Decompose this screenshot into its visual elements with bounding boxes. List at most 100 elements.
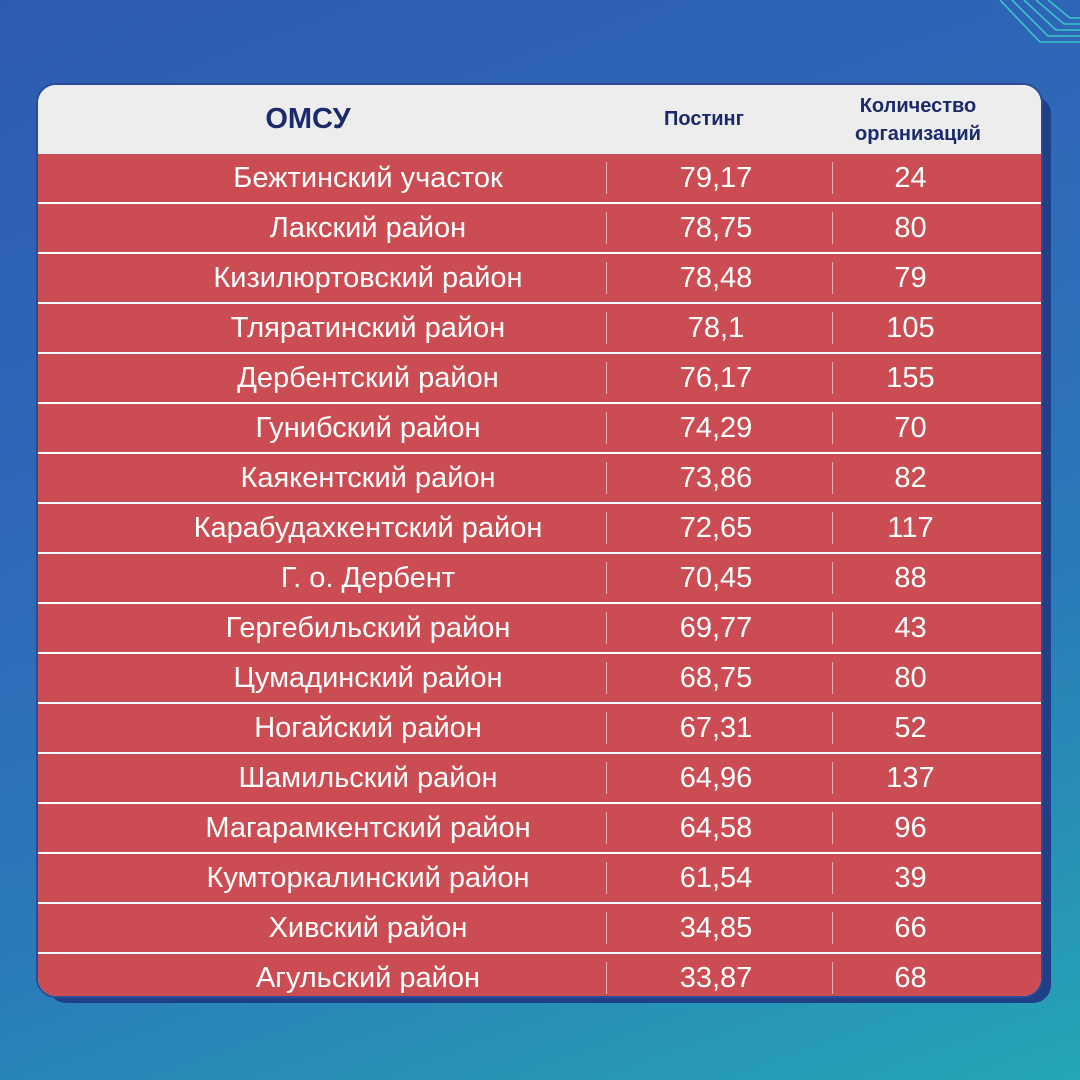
column-divider: [606, 262, 607, 294]
table-row: Тляратинский район 78,1 105: [38, 302, 1041, 352]
column-divider: [832, 412, 833, 444]
cell-omsu-name: Г. о. Дербент: [280, 561, 456, 594]
cell-organization-count: 80: [894, 211, 927, 244]
cell-posting-value: 76,17: [679, 361, 753, 394]
table-row: Бежтинский участок 79,17 24: [38, 154, 1041, 202]
column-divider: [606, 212, 607, 244]
ranking-table: ОМСУ Постинг Количество организаций Бежт…: [38, 85, 1041, 996]
cell-omsu-name: Магарамкентский район: [205, 811, 531, 844]
column-divider: [832, 312, 833, 344]
table-body: Бежтинский участок 79,17 24 Лакский район 78…: [38, 154, 1041, 996]
cell-posting-value: 70,45: [679, 561, 753, 594]
column-divider: [606, 162, 607, 194]
table-row: Лакский район 78,75 80: [38, 202, 1041, 252]
table-row: Ногайский район 67,31 52: [38, 702, 1041, 752]
cell-posting-value: 72,65: [679, 511, 753, 544]
column-divider: [832, 662, 833, 694]
cell-posting-value: 78,48: [679, 261, 753, 294]
cell-omsu-name: Кизилюртовский район: [213, 261, 523, 294]
cell-organization-count: 52: [894, 711, 927, 744]
cell-omsu-name: Цумадинский район: [233, 661, 503, 694]
column-divider: [832, 462, 833, 494]
cell-posting-value: 68,75: [679, 661, 753, 694]
column-divider: [832, 362, 833, 394]
cell-omsu-name: Ногайский район: [254, 711, 482, 744]
cell-organization-count: 68: [894, 961, 927, 994]
table-row: Карабудахкентский район 72,65 117: [38, 502, 1041, 552]
cell-organization-count: 117: [887, 511, 934, 544]
cell-omsu-name: Каякентский район: [240, 461, 496, 494]
column-divider: [832, 262, 833, 294]
table-row: Шамильский район 64,96 137: [38, 752, 1041, 802]
column-divider: [606, 512, 607, 544]
cell-omsu-name: Бежтинский участок: [233, 161, 503, 194]
header-posting: Постинг: [664, 108, 744, 130]
table-row: Г. о. Дербент 70,45 88: [38, 552, 1041, 602]
column-divider: [606, 712, 607, 744]
header-organization-count: Количество организаций: [855, 94, 981, 145]
cell-posting-value: 74,29: [679, 411, 753, 444]
cell-omsu-name: Гергебильский район: [225, 611, 511, 644]
column-divider: [832, 712, 833, 744]
column-divider: [832, 562, 833, 594]
table-row: Хивский район 34,85 66: [38, 902, 1041, 952]
cell-omsu-name: Шамильский район: [238, 761, 498, 794]
cell-organization-count: 39: [894, 861, 927, 894]
column-divider: [832, 762, 833, 794]
cell-posting-value: 61,54: [679, 861, 753, 894]
column-divider: [832, 162, 833, 194]
decorative-lines: [999, 0, 1080, 43]
column-divider: [606, 612, 607, 644]
column-divider: [606, 412, 607, 444]
cell-organization-count: 88: [894, 561, 927, 594]
table-row: Магарамкентский район 64,58 96: [38, 802, 1041, 852]
table-row: Кизилюртовский район 78,48 79: [38, 252, 1041, 302]
column-divider: [832, 612, 833, 644]
table-row: Гунибский район 74,29 70: [38, 402, 1041, 452]
table-row: Цумадинский район 68,75 80: [38, 652, 1041, 702]
cell-posting-value: 78,1: [687, 311, 745, 344]
cell-organization-count: 155: [886, 361, 935, 394]
cell-organization-count: 105: [886, 311, 935, 344]
cell-omsu-name: Кумторкалинский район: [206, 861, 530, 894]
column-divider: [832, 962, 833, 994]
column-divider: [832, 512, 833, 544]
cell-organization-count: 82: [894, 461, 927, 494]
table-row: Дербентский район 76,17 155: [38, 352, 1041, 402]
column-divider: [606, 312, 607, 344]
cell-organization-count: 137: [886, 761, 935, 794]
table-header: ОМСУ Постинг Количество организаций: [38, 85, 1041, 154]
cell-posting-value: 78,75: [679, 211, 753, 244]
column-divider: [606, 362, 607, 394]
column-divider: [606, 962, 607, 994]
cell-omsu-name: Тляратинский район: [230, 311, 506, 344]
cell-omsu-name: Лакский район: [269, 211, 467, 244]
cell-posting-value: 33,87: [679, 961, 753, 994]
cell-posting-value: 79,17: [679, 161, 753, 194]
cell-posting-value: 73,86: [679, 461, 753, 494]
table-row: Гергебильский район 69,77 43: [38, 602, 1041, 652]
table-row: Агульский район 33,87 68: [38, 952, 1041, 996]
column-divider: [606, 862, 607, 894]
cell-organization-count: 96: [894, 811, 927, 844]
table-row: Кумторкалинский район 61,54 39: [38, 852, 1041, 902]
cell-posting-value: 67,31: [679, 711, 753, 744]
cell-organization-count: 79: [894, 261, 927, 294]
cell-omsu-name: Гунибский район: [255, 411, 481, 444]
cell-omsu-name: Агульский район: [255, 961, 481, 994]
header-omsu: ОМСУ: [265, 103, 351, 135]
cell-organization-count: 66: [894, 911, 927, 944]
column-divider: [606, 562, 607, 594]
column-divider: [832, 212, 833, 244]
column-divider: [832, 862, 833, 894]
column-divider: [832, 812, 833, 844]
column-divider: [606, 462, 607, 494]
cell-organization-count: 43: [894, 611, 927, 644]
table-row: Каякентский район 73,86 82: [38, 452, 1041, 502]
column-divider: [606, 812, 607, 844]
column-divider: [832, 912, 833, 944]
column-divider: [606, 662, 607, 694]
column-divider: [606, 912, 607, 944]
cell-posting-value: 69,77: [679, 611, 753, 644]
cell-posting-value: 64,96: [679, 761, 753, 794]
